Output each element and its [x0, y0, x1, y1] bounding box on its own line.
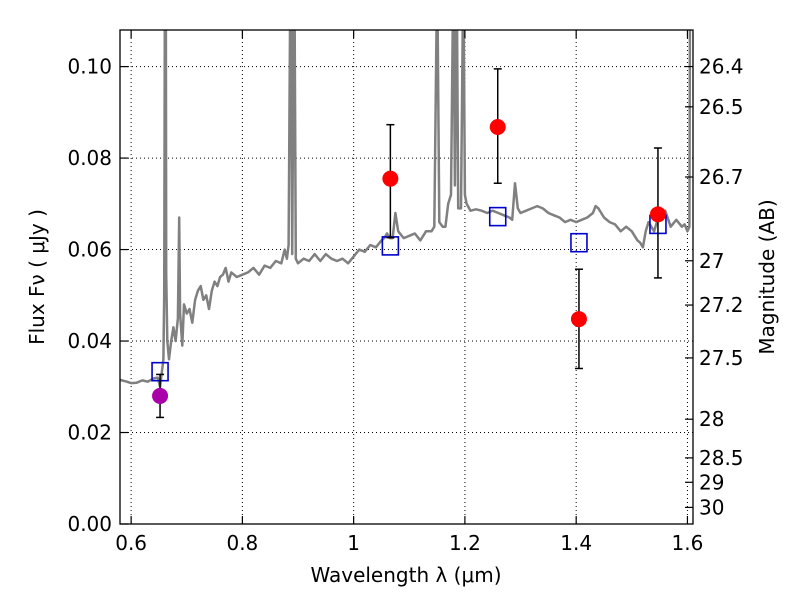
right-tick-label: 26.4	[699, 55, 744, 79]
x-tick-label: 0.8	[226, 531, 258, 555]
y-tick-label: 0.08	[67, 146, 112, 170]
right-tick-label: 28.5	[699, 446, 744, 470]
model-photometry-square	[488, 206, 507, 227]
plot-frame	[119, 29, 694, 525]
data-layer	[120, 30, 692, 419]
x-tick-label: 1.2	[449, 531, 481, 555]
y-tick-label: 0.00	[67, 512, 112, 536]
right-axis-title: Magnitude (AB)	[755, 199, 779, 354]
y-tick-label: 0.10	[67, 55, 112, 79]
x-tick-label: 0.6	[115, 531, 147, 555]
y-tick-label: 0.06	[67, 238, 112, 262]
y-tick-label: 0.04	[67, 329, 112, 353]
x-axis-title: Wavelength λ (μm)	[310, 563, 501, 587]
x-tick-label: 1.6	[672, 531, 704, 555]
model-photometry-square	[570, 232, 588, 253]
right-tick-label: 30	[699, 495, 724, 519]
observed-flux-point	[649, 206, 666, 223]
right-tick-label: 27	[699, 249, 724, 273]
x-tick-label: 1.4	[560, 531, 592, 555]
right-tick-label: 26.7	[699, 165, 744, 189]
x-tick-label: 1	[347, 531, 360, 555]
x-axis: 0.6 0.8 1 1.2 1.4 1.6	[115, 30, 703, 555]
observed-flux-point	[489, 118, 506, 135]
right-tick-label: 28	[699, 407, 724, 431]
y-tick-label: 0.02	[67, 421, 112, 445]
model-spectrum-line	[120, 30, 692, 389]
observed-flux-point	[382, 170, 399, 187]
right-tick-label: 26.5	[699, 95, 744, 119]
observed-flux-point	[570, 311, 587, 328]
right-tick-label: 29	[699, 470, 724, 494]
y-axis-title: Flux Fν ( μJy )	[25, 209, 49, 345]
right-tick-label: 27.2	[699, 293, 744, 317]
observed-flux-point	[152, 387, 169, 404]
right-tick-label: 27.5	[699, 346, 744, 370]
y-axis: 0.00 0.02 0.04 0.06 0.08 0.10	[67, 55, 128, 536]
plot-background	[120, 30, 693, 524]
